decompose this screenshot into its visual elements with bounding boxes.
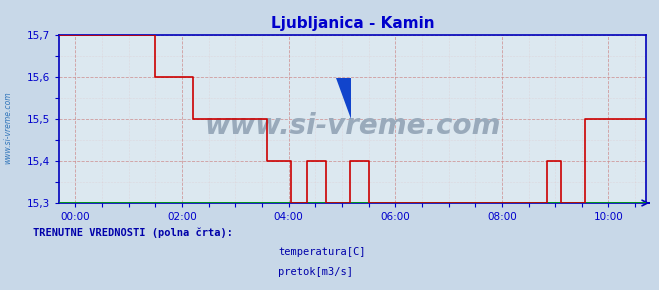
Text: pretok[m3/s]: pretok[m3/s] xyxy=(278,267,353,277)
Text: www.si-vreme.com: www.si-vreme.com xyxy=(3,91,13,164)
Text: temperatura[C]: temperatura[C] xyxy=(278,247,366,257)
Polygon shape xyxy=(336,78,351,119)
Text: www.si-vreme.com: www.si-vreme.com xyxy=(204,112,501,139)
Title: Ljubljanica - Kamin: Ljubljanica - Kamin xyxy=(271,16,434,31)
Text: TRENUTNE VREDNOSTI (polna črta):: TRENUTNE VREDNOSTI (polna črta): xyxy=(33,228,233,238)
